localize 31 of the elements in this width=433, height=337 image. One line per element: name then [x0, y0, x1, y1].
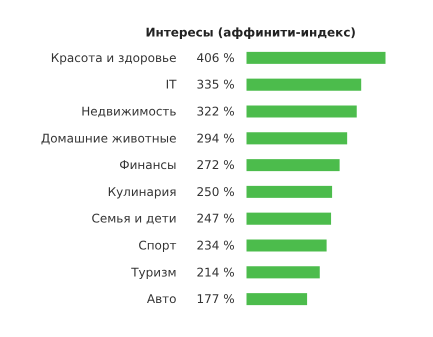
- y-tick-label: Семья и дети: [92, 212, 177, 226]
- data-label: 250 %: [196, 184, 235, 199]
- bar: [246, 105, 357, 118]
- y-tick-label: Авто: [146, 292, 177, 306]
- data-label: 335 %: [196, 78, 235, 92]
- y-tick-label: Туризм: [130, 265, 176, 280]
- bar: [246, 212, 332, 225]
- bar: [246, 239, 327, 252]
- bar: [246, 159, 340, 172]
- data-label: 272 %: [196, 158, 235, 172]
- data-label: 214 %: [196, 265, 235, 280]
- y-tick-label: Финансы: [119, 158, 177, 172]
- bar: [246, 186, 332, 198]
- data-label: 234 %: [196, 238, 235, 252]
- bar: [246, 293, 308, 306]
- data-label: 322 %: [196, 104, 235, 118]
- bar: [246, 266, 320, 278]
- y-tick-label: Домашние животные: [40, 131, 177, 146]
- data-label: 247 %: [196, 212, 235, 226]
- y-tick-label: Спорт: [138, 238, 177, 252]
- bar: [246, 52, 386, 64]
- bar: [246, 132, 348, 144]
- y-tick-label: Недвижимость: [81, 104, 177, 118]
- data-label: 406 %: [196, 50, 235, 65]
- data-label: 294 %: [196, 131, 235, 146]
- data-label: 177 %: [196, 292, 235, 306]
- bar: [246, 78, 362, 91]
- y-tick-label: Красота и здоровье: [50, 50, 177, 65]
- y-tick-label: IT: [166, 78, 178, 92]
- y-tick-label: Кулинария: [108, 184, 177, 199]
- chart-title: Интересы (аффинити-индекс): [146, 26, 356, 40]
